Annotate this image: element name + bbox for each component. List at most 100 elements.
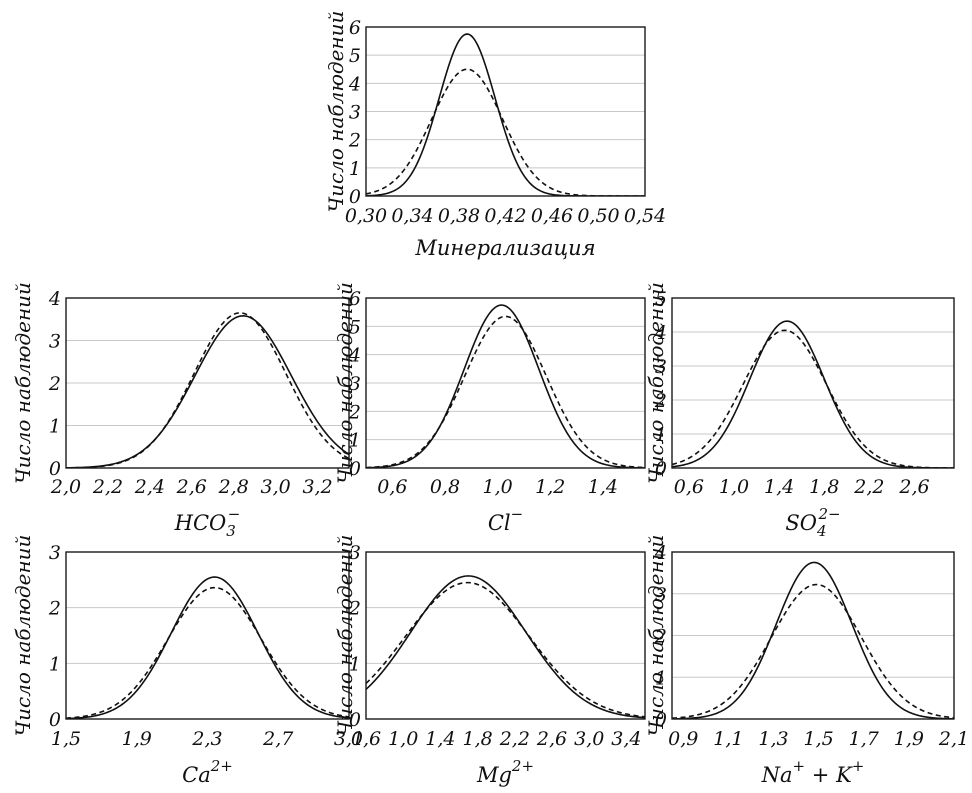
x-axis-label: Cl− — [488, 505, 523, 535]
x-tick-label: 2,8 — [218, 476, 249, 498]
y-axis-label: Число наблюдений — [333, 282, 357, 484]
y-tick-label: 6 — [349, 17, 361, 39]
x-tick-label: 1,9 — [122, 728, 152, 750]
y-tick-label: 3 — [349, 373, 361, 395]
y-tick-label: 3 — [655, 356, 667, 378]
plot-frame — [671, 297, 955, 469]
x-tick-label: 0,6 — [351, 728, 381, 750]
x-tick-label: 0,54 — [624, 205, 666, 227]
normal-fit-curve-dashed — [66, 586, 349, 719]
x-tick-label: 2,2 — [499, 728, 530, 750]
x-tick-label: 0,34 — [391, 205, 433, 227]
y-tick-label: 2 — [48, 598, 61, 620]
y-tick-label: 0 — [49, 709, 61, 731]
x-tick-label: 1,4 — [764, 476, 794, 498]
x-tick-label: 1,3 — [758, 728, 788, 750]
x-tick-label: 3,2 — [302, 476, 332, 498]
y-tick-label: 4 — [654, 542, 667, 564]
chart-panel-4: 0 1 2 3 4 5 0,6 1,0 1,4 1,8 2,2 2,6 Число наблюдений… — [644, 282, 955, 540]
x-tick-label: 3,0 — [574, 728, 604, 750]
plot-frame — [365, 26, 646, 197]
x-tick-label: 0,8 — [430, 476, 460, 498]
x-axis-label: Na+ + K+ — [761, 757, 865, 787]
y-axis-label: Число наблюдений — [644, 282, 668, 484]
y-tick-label: 3 — [349, 542, 361, 564]
y-tick-label: 1 — [655, 424, 667, 446]
y-tick-label: 3 — [655, 584, 667, 606]
x-tick-label: 3,1 — [334, 728, 364, 750]
x-tick-label: 2,2 — [92, 476, 123, 498]
plot-frame — [65, 551, 350, 720]
y-tick-label: 2 — [348, 401, 361, 423]
y-axis-label: Число наблюдений — [644, 535, 668, 737]
x-tick-label: 1,1 — [713, 728, 743, 750]
y-tick-label: 1 — [349, 430, 361, 452]
x-tick-label: 0,9 — [668, 728, 698, 750]
x-tick-label: 0,6 — [377, 476, 407, 498]
x-tick-label: 0,6 — [674, 476, 704, 498]
y-tick-label: 0 — [349, 709, 361, 731]
y-tick-label: 4 — [48, 288, 61, 310]
y-axis-label: Число наблюдений — [333, 535, 357, 737]
y-tick-label: 6 — [349, 288, 361, 310]
y-tick-label: 4 — [654, 322, 667, 344]
x-axis-label: Ca2+ — [182, 757, 233, 787]
y-tick-label: 0 — [655, 458, 667, 480]
y-tick-label: 4 — [348, 73, 361, 95]
y-tick-label: 5 — [349, 316, 361, 338]
chart-panel-2: 0 1 2 3 4 2,0 2,2 2,4 2,6 2,8 3,0 3,2 Число наблюден… — [11, 282, 350, 540]
distribution-curve-solid — [66, 315, 349, 468]
chart-panel-6: 0 1 2 3 0,6 1,0 1,4 1,8 2,2 2,6 3,0 3,4 Число наблюд… — [333, 535, 646, 787]
distribution-curve-solid — [672, 320, 954, 468]
x-tick-label: 2,2 — [853, 476, 884, 498]
x-tick-label: 1,4 — [588, 476, 618, 498]
x-tick-label: 1,5 — [51, 728, 81, 750]
x-axis-label: SO42− — [785, 505, 840, 540]
x-tick-label: 2,6 — [898, 476, 929, 498]
x-tick-label: 2,1 — [938, 728, 969, 750]
x-tick-label: 1,9 — [894, 728, 924, 750]
distribution-curve-solid — [66, 576, 349, 719]
x-tick-label: 1,0 — [388, 728, 418, 750]
y-tick-label: 2 — [48, 373, 61, 395]
x-tick-label: 2,7 — [262, 728, 294, 750]
y-tick-label: 3 — [49, 331, 61, 353]
y-tick-label: 3 — [349, 102, 361, 124]
normal-fit-curve-dashed — [366, 68, 645, 196]
y-tick-label: 1 — [349, 653, 361, 675]
x-tick-label: 0,38 — [438, 205, 480, 227]
x-tick-label: 0,46 — [531, 205, 573, 227]
distribution-curve-solid — [366, 33, 645, 196]
x-axis-label: Mg2+ — [476, 757, 534, 787]
y-tick-label: 4 — [348, 345, 361, 367]
x-tick-label: 3,4 — [611, 728, 641, 750]
normal-fit-curve-dashed — [672, 329, 954, 468]
x-tick-label: 1,8 — [462, 728, 492, 750]
plot-frame — [365, 551, 646, 720]
y-axis-label: Число наблюдений — [11, 282, 35, 484]
plot-frame — [65, 297, 350, 469]
y-tick-label: 0 — [349, 186, 361, 208]
plot-frame — [671, 551, 955, 720]
x-tick-label: 1,4 — [425, 728, 455, 750]
distribution-curve-solid — [366, 304, 645, 468]
x-tick-label: 2,6 — [536, 728, 567, 750]
y-tick-label: 2 — [654, 390, 667, 412]
chart-panel-7: 0 1 2 3 4 0,9 1,1 1,3 1,5 1,7 1,9 2,1 Число наблюден… — [644, 535, 969, 787]
x-tick-label: 2,4 — [134, 476, 165, 498]
x-tick-label: 1,7 — [849, 728, 880, 750]
x-tick-label: 1,0 — [719, 476, 749, 498]
x-tick-label: 2,3 — [191, 728, 222, 750]
y-tick-label: 5 — [655, 288, 667, 310]
normal-fit-curve-dashed — [366, 315, 645, 468]
y-tick-label: 2 — [348, 598, 361, 620]
x-tick-label: 3,0 — [261, 476, 291, 498]
x-tick-label: 1,0 — [482, 476, 512, 498]
y-tick-label: 3 — [49, 542, 61, 564]
x-tick-label: 0,30 — [345, 205, 387, 227]
y-tick-label: 2 — [654, 626, 667, 648]
chart-panel-3: 0 1 2 3 4 5 6 0,6 0,8 1,0 1,2 1,4 Число наблюдений Cl… — [333, 282, 646, 535]
x-tick-label: 1,5 — [804, 728, 834, 750]
